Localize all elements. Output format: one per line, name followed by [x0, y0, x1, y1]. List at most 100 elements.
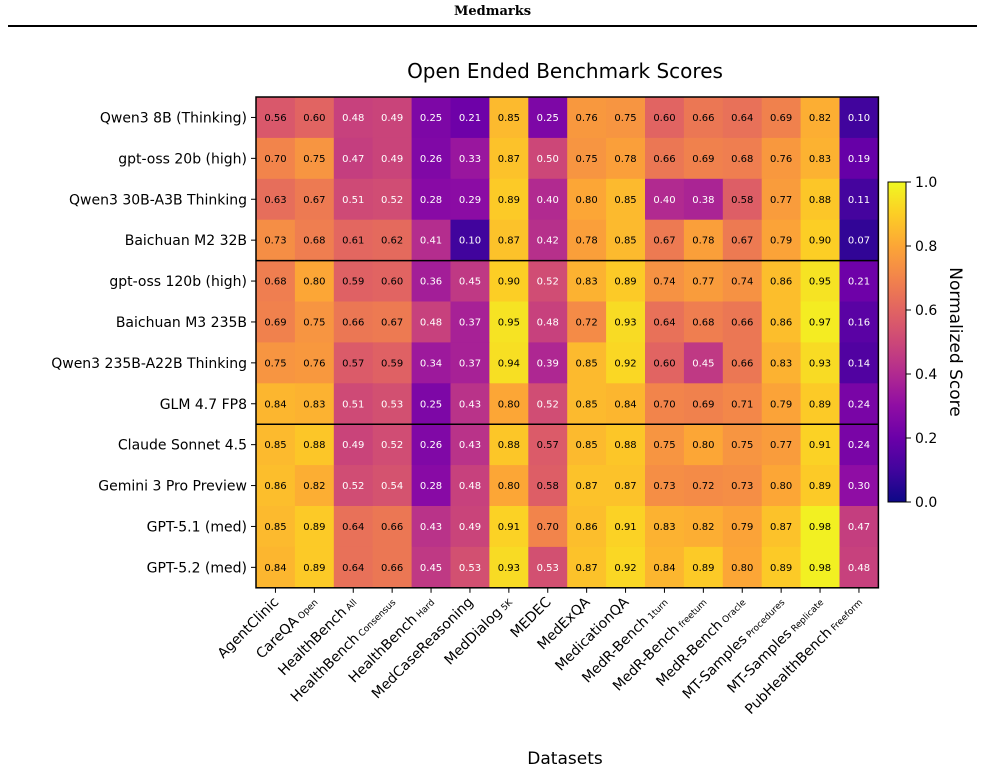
page-header: Medmarks	[0, 0, 985, 28]
column-label-main: HealthBench	[275, 604, 350, 679]
heatmap-cell	[294, 383, 335, 425]
cell-value-label: 0.16	[848, 317, 870, 328]
cell-value-label: 0.69	[770, 113, 792, 124]
heatmap-cell	[450, 424, 490, 466]
heatmap-cell	[606, 219, 646, 262]
cell-value-label: 0.89	[692, 563, 714, 574]
column-label-subscript: Freeform	[830, 598, 865, 633]
heatmap-cell	[256, 137, 296, 180]
cell-value-label: 0.84	[653, 563, 675, 574]
cell-value-label: 0.78	[614, 154, 636, 165]
heatmap-cell	[372, 178, 413, 221]
heatmap-cell	[606, 301, 646, 343]
cell-value-label: 0.53	[381, 399, 403, 410]
cell-value-label: 0.90	[809, 236, 831, 247]
cell-value-label: 0.97	[809, 317, 831, 328]
heatmap-cell	[528, 137, 568, 180]
heatmap-cell	[567, 137, 607, 180]
heatmap-cell	[722, 137, 763, 180]
heatmap-cell	[645, 342, 685, 384]
heatmap-cell	[372, 465, 413, 507]
column-label-main: HealthBench	[346, 612, 421, 687]
heatmap-cell	[411, 506, 452, 548]
cell-value-label: 0.37	[459, 317, 481, 328]
heatmap-cell	[411, 424, 452, 466]
heatmap-cell	[761, 219, 802, 262]
cell-value-label: 0.88	[614, 440, 636, 451]
cell-value-label: 0.49	[381, 154, 403, 165]
heatmap-cell	[489, 424, 529, 466]
heatmap-cell	[372, 424, 413, 466]
heatmap-cell	[800, 137, 841, 180]
heatmap-cell	[567, 383, 607, 425]
cell-value-label: 0.67	[653, 236, 675, 247]
heatmap-cell	[606, 97, 646, 139]
cell-value-label: 0.48	[848, 563, 870, 574]
heatmap-cell	[683, 137, 724, 180]
heatmap-cell	[761, 97, 802, 139]
row-label: Baichuan M3 235B	[116, 315, 247, 331]
cell-value-label: 0.86	[770, 277, 792, 288]
cell-value-label: 0.82	[303, 481, 325, 492]
cell-value-label: 0.88	[303, 440, 325, 451]
cell-value-label: 0.59	[342, 277, 364, 288]
cell-value-label: 0.63	[264, 195, 286, 206]
heatmap-cell	[606, 546, 646, 589]
cell-value-label: 0.85	[264, 522, 286, 533]
heatmap-cell	[489, 506, 529, 548]
cell-value-label: 0.95	[498, 317, 520, 328]
cell-value-label: 0.45	[420, 563, 442, 574]
plot-frame	[255, 96, 880, 589]
heatmap-cell	[839, 424, 879, 466]
cell-value-label: 0.26	[420, 440, 442, 451]
cell-value-label: 0.53	[459, 563, 481, 574]
heatmap-cell	[450, 342, 490, 384]
heatmap-cell	[333, 301, 374, 343]
cell-value-label: 0.33	[459, 154, 481, 165]
heatmap-cell	[528, 546, 568, 589]
chart-title: Open Ended Benchmark Scores	[407, 59, 723, 83]
heatmap-cell	[528, 506, 568, 548]
cell-value-label: 0.75	[731, 440, 753, 451]
cell-value-label: 0.60	[381, 277, 403, 288]
heatmap-cell	[489, 97, 529, 139]
cell-value-label: 0.80	[731, 563, 753, 574]
heatmap-cell	[606, 506, 646, 548]
heatmap-cell	[761, 260, 802, 303]
heatmap-cell	[839, 506, 879, 548]
heatmap-cell	[645, 506, 685, 548]
cell-value-label: 0.10	[848, 113, 870, 124]
heatmap-cell	[567, 260, 607, 303]
cell-value-label: 0.26	[420, 154, 442, 165]
heatmap-cell	[761, 137, 802, 180]
cell-value-label: 0.75	[303, 317, 325, 328]
heatmap-cell	[839, 97, 879, 139]
column-labels: AgentClinicCareQAOpenHealthBenchAllHealt…	[215, 587, 865, 718]
cell-value-label: 0.43	[420, 522, 442, 533]
heatmap-cell	[722, 178, 763, 221]
cell-value-label: 0.66	[731, 358, 753, 369]
heatmap-cell	[722, 383, 763, 425]
cell-value-label: 0.24	[848, 399, 870, 410]
heatmap-cell	[372, 383, 413, 425]
heatmap-cell	[411, 465, 452, 507]
cell-value-label: 0.42	[537, 236, 559, 247]
cell-value-label: 0.07	[848, 236, 870, 247]
cell-value-label: 0.48	[459, 481, 481, 492]
header-rule	[8, 25, 977, 27]
cell-value-label: 0.66	[692, 113, 714, 124]
cell-value-label: 0.60	[653, 113, 675, 124]
cell-value-label: 0.79	[770, 399, 792, 410]
cell-value-label: 0.89	[809, 399, 831, 410]
cell-value-label: 0.75	[614, 113, 636, 124]
cell-value-label: 0.79	[731, 522, 753, 533]
heatmap-cell	[333, 546, 374, 589]
column-label-subscript: 1turn	[646, 598, 670, 622]
heatmap-cell	[761, 178, 802, 221]
heatmap-cell	[528, 260, 568, 303]
cell-value-label: 0.83	[770, 358, 792, 369]
cell-value-label: 0.68	[264, 277, 286, 288]
heatmap-cell	[606, 424, 646, 466]
row-labels: Qwen3 8B (Thinking) gpt-oss 20b (high) Qwe…	[51, 110, 256, 576]
cell-value-label: 0.93	[498, 563, 520, 574]
